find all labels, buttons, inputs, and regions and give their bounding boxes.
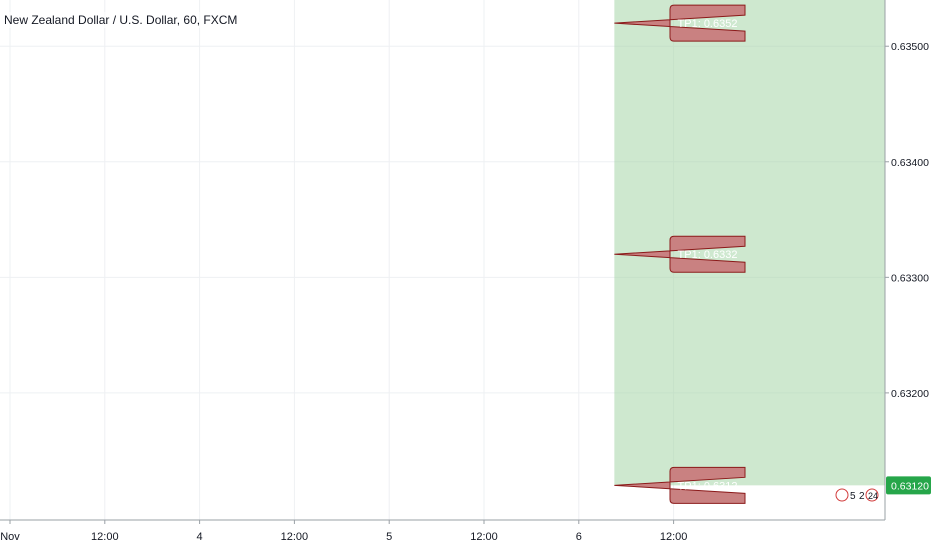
- callout-3[interactable]: [614, 466, 746, 504]
- time-tick-label: Nov: [0, 531, 20, 543]
- time-tick-label: 12:00: [470, 531, 498, 543]
- callout-label: TP1: 0.6332: [678, 249, 738, 261]
- take-profit-zone[interactable]: [614, 0, 885, 486]
- axis-badges: 0.643000.640200.637200.6362926:120.63120…: [835, 476, 931, 502]
- position-tool[interactable]: [614, 0, 885, 486]
- price-tick-label: 0.63300: [891, 272, 929, 284]
- time-tick-label: 5: [386, 531, 392, 543]
- chart-title-group: New Zealand Dollar / U.S. Dollar, 60, FX…: [2, 12, 237, 28]
- callout-label: TP1: 0.6352: [678, 18, 738, 30]
- time-axis[interactable]: Nov 12:00 4 12:00 5 12:00 6 12:00: [0, 519, 932, 550]
- price-tick-label: 0.63500: [891, 41, 929, 53]
- event-count-3: 24: [868, 491, 878, 501]
- callout-2[interactable]: [614, 235, 746, 273]
- price-tick-label: 0.63400: [891, 157, 929, 169]
- flag-us-icon: [835, 488, 849, 502]
- target-price-badge-background: [886, 476, 931, 495]
- price-tick-label: 0.63200: [891, 388, 929, 400]
- time-tick-label: 6: [576, 531, 582, 543]
- event-count-1: 5: [850, 491, 856, 502]
- target-price-badge: 0.63120: [891, 480, 929, 492]
- grid-lines: [0, 0, 885, 520]
- event-count-2: 2: [859, 491, 865, 502]
- time-tick-label: 12:00: [281, 531, 309, 543]
- callout-1[interactable]: [614, 4, 746, 42]
- time-axis-background: [0, 520, 932, 550]
- price-axis-background: [885, 0, 932, 520]
- time-tick-label: 12:00: [660, 531, 688, 543]
- flag-nz-icon: [865, 488, 879, 502]
- chart-title: New Zealand Dollar / U.S. Dollar, 60, FX…: [4, 13, 237, 27]
- price-axis[interactable]: 0.642000.641000.640000.639000.638000.637…: [884, 0, 932, 520]
- callout-label: TP1: 0.6312: [678, 480, 738, 492]
- time-tick-label: 4: [197, 531, 203, 543]
- callout-group[interactable]: TP1: 0.6352 TP1: 0.6332 TP1: 0.6312: [614, 4, 746, 504]
- time-tick-label: 12:00: [91, 531, 119, 543]
